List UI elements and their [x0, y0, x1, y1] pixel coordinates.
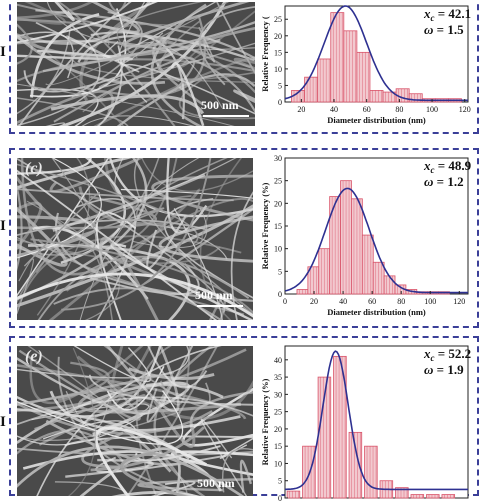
y-tick-label: 15	[274, 222, 282, 231]
x-tick-label: 120	[459, 105, 471, 114]
y-tick-label: 10	[274, 245, 282, 254]
y-tick-label: 30	[274, 154, 282, 163]
panel-2: I (c) 500 nm 0 5 10 15 20 25 30 0 20 40 60 80 100 120…	[0, 148, 481, 328]
y-axis-label: Relative Frequency (%)	[260, 182, 270, 269]
y-tick-label: 25	[274, 408, 282, 417]
histogram-bar	[286, 490, 301, 499]
histogram-bar	[330, 12, 345, 103]
histogram-2: 0 5 10 15 20 25 30 0 20 40 60 80 100 120 Diameter dist…	[260, 154, 472, 317]
x-tick-label: 20	[297, 105, 305, 114]
y-tick-label: 0	[278, 98, 282, 107]
x-tick-label: 40	[330, 105, 338, 114]
sem-image-2: (c) 500 nm	[17, 158, 253, 320]
sem-image-3: (e) 500 nm	[17, 346, 253, 496]
histogram-1: 0 5 10 15 20 25 20 40 60 80 100 120 Diameter distrib…	[260, 5, 471, 125]
panel-1-frame	[9, 0, 479, 134]
histogram-bar	[364, 445, 378, 499]
x-tick-label: 20	[310, 297, 318, 306]
x-axis-label: Diameter distribution (nm)	[327, 307, 426, 317]
fit-omega-annotation: ω = 1.9	[424, 362, 464, 377]
scale-bar-label-1: 500 nm	[201, 98, 239, 112]
histogram-bar	[426, 494, 440, 499]
panel-3-row-label: I	[0, 414, 6, 430]
y-tick-label: 10	[274, 459, 282, 468]
x-tick-label: 80	[397, 297, 405, 306]
y-axis-label: Relative Frequency (	[260, 16, 270, 92]
x-tick-label: 100	[424, 297, 436, 306]
histogram-bar	[369, 90, 384, 103]
sem-image-1: 500 nm	[17, 2, 255, 126]
panel-2-letter: (c)	[25, 160, 43, 177]
y-tick-label: 0	[278, 494, 282, 502]
scale-bar-label-3: 500 nm	[197, 476, 235, 490]
panel-3-letter: (e)	[25, 348, 43, 365]
histogram-bar	[343, 30, 358, 103]
histogram-3: 0 5 10 15 20 25 30 35 40 Relative Frequency (%) xc…	[260, 345, 471, 502]
x-tick-label: 60	[363, 105, 371, 114]
fit-omega-annotation: ω = 1.2	[424, 174, 464, 189]
y-tick-label: 5	[278, 81, 282, 90]
y-tick-label: 20	[274, 199, 282, 208]
y-tick-label: 10	[274, 65, 282, 74]
y-tick-label: 35	[274, 373, 282, 382]
fit-xc-annotation: xc = 48.9	[423, 158, 472, 175]
y-tick-label: 20	[274, 425, 282, 434]
panel-3: I (e) 500 nm 0 5 10 15 20 25 30 35 40 Relative Fr…	[0, 336, 481, 502]
sem-fiber-texture	[17, 2, 255, 126]
x-tick-label: 80	[395, 105, 403, 114]
y-tick-label: 25	[274, 177, 282, 186]
y-tick-label: 15	[274, 442, 282, 451]
scale-bar-1	[203, 115, 249, 117]
y-axis-label: Relative Frequency (%)	[260, 378, 270, 465]
sem-fiber-texture	[17, 158, 253, 320]
histogram-bar	[410, 494, 425, 499]
histogram-bar	[317, 58, 332, 103]
y-tick-label: 30	[274, 390, 282, 399]
x-tick-label: 40	[339, 297, 347, 306]
histogram-bar	[356, 51, 371, 103]
panel-2-frame	[9, 148, 479, 328]
panel-1-row-label: I	[0, 44, 6, 60]
x-tick-label: 0	[283, 297, 287, 306]
x-tick-label: 60	[368, 297, 376, 306]
histogram-bar	[441, 494, 456, 499]
y-tick-label: 40	[274, 356, 282, 365]
y-tick-label: 20	[274, 32, 282, 41]
y-tick-label: 15	[274, 48, 282, 57]
sem-fiber-texture	[17, 346, 253, 496]
panel-1: I 500 nm 0 5 10 15 20 25 20 40 60 80 100 120 Diamete…	[0, 0, 481, 134]
histogram-bar	[304, 76, 319, 103]
x-tick-label: 120	[453, 297, 465, 306]
fit-xc-annotation: xc = 52.2	[423, 346, 471, 363]
y-tick-label: 0	[278, 290, 282, 299]
gaussian-fit-curve	[284, 5, 468, 102]
fit-omega-annotation: ω = 1.5	[424, 22, 464, 37]
y-tick-label: 25	[274, 15, 282, 24]
histogram-bar	[408, 93, 423, 103]
histogram-bar	[302, 445, 316, 499]
panel-2-row-label: I	[0, 218, 6, 234]
gaussian-fit-curve	[284, 187, 468, 294]
y-tick-label: 5	[278, 267, 282, 276]
x-tick-label: 100	[426, 105, 438, 114]
scale-bar-label-2: 500 nm	[195, 288, 233, 302]
y-tick-label: 5	[278, 477, 282, 486]
scale-bar-2	[197, 305, 243, 307]
x-axis-label: Diameter distribution (nm)	[327, 115, 426, 125]
fit-xc-annotation: xc = 42.1	[423, 6, 471, 23]
